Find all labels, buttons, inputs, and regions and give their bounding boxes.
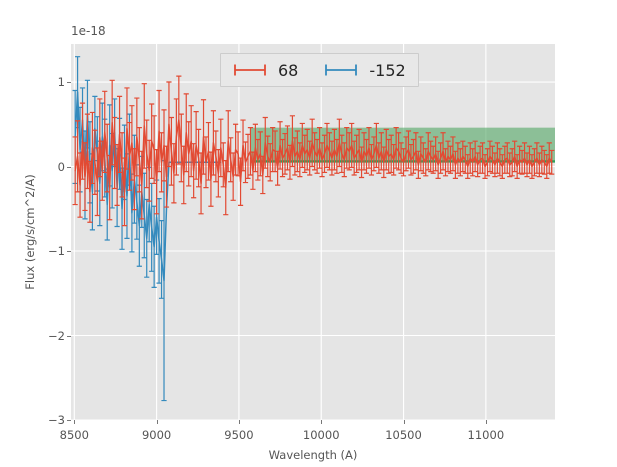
y-tick-mark <box>67 166 71 168</box>
plot-svg <box>71 44 555 420</box>
x-tick-label-9500: 9500 <box>224 428 254 442</box>
x-tick-label-10500: 10500 <box>385 428 422 442</box>
y-tick-label-0: 0 <box>57 159 65 174</box>
x-tick-mark <box>238 420 240 424</box>
y-tick-label--2: −2 <box>48 328 65 343</box>
y-tick-label--1: −1 <box>48 244 65 258</box>
y-tick-mark <box>67 82 71 84</box>
y-axis-offset-text: 1e-18 <box>71 24 106 38</box>
x-tick-label-9000: 9000 <box>141 428 172 442</box>
x-axis-label: Wavelength (A) <box>268 448 358 462</box>
x-tick-mark <box>321 420 323 424</box>
series-errorbars-68 <box>72 75 555 227</box>
y-tick-label--3: −3 <box>48 413 65 427</box>
x-tick-mark <box>485 420 487 424</box>
legend-label-0: 68 <box>278 60 299 80</box>
y-axis-label: Flux (erg/s/cm^2/A) <box>23 174 37 290</box>
legend-errorbar-icon-1 <box>325 64 358 76</box>
legend-label-1: -152 <box>369 60 406 80</box>
y-tick-mark <box>67 335 71 337</box>
legend-box[interactable]: 68 -152 <box>220 53 419 87</box>
legend-entry-1[interactable]: -152 <box>324 60 406 80</box>
legend-entry-0[interactable]: 68 <box>233 61 324 80</box>
series-errorbars--152 <box>72 56 222 402</box>
x-tick-mark <box>156 420 158 424</box>
x-tick-mark <box>403 420 405 424</box>
x-tick-label-8500: 8500 <box>59 428 89 442</box>
x-tick-mark <box>74 420 76 424</box>
y-tick-label-1: 1 <box>57 75 65 90</box>
grid-lines <box>71 44 555 420</box>
x-tick-label-10000: 10000 <box>302 428 340 442</box>
legend-errorbar-icon-0 <box>234 64 266 76</box>
y-tick-mark <box>67 420 71 421</box>
plot-area[interactable] <box>71 44 555 420</box>
x-tick-label-11000: 11000 <box>467 428 505 442</box>
y-tick-mark <box>67 251 71 252</box>
